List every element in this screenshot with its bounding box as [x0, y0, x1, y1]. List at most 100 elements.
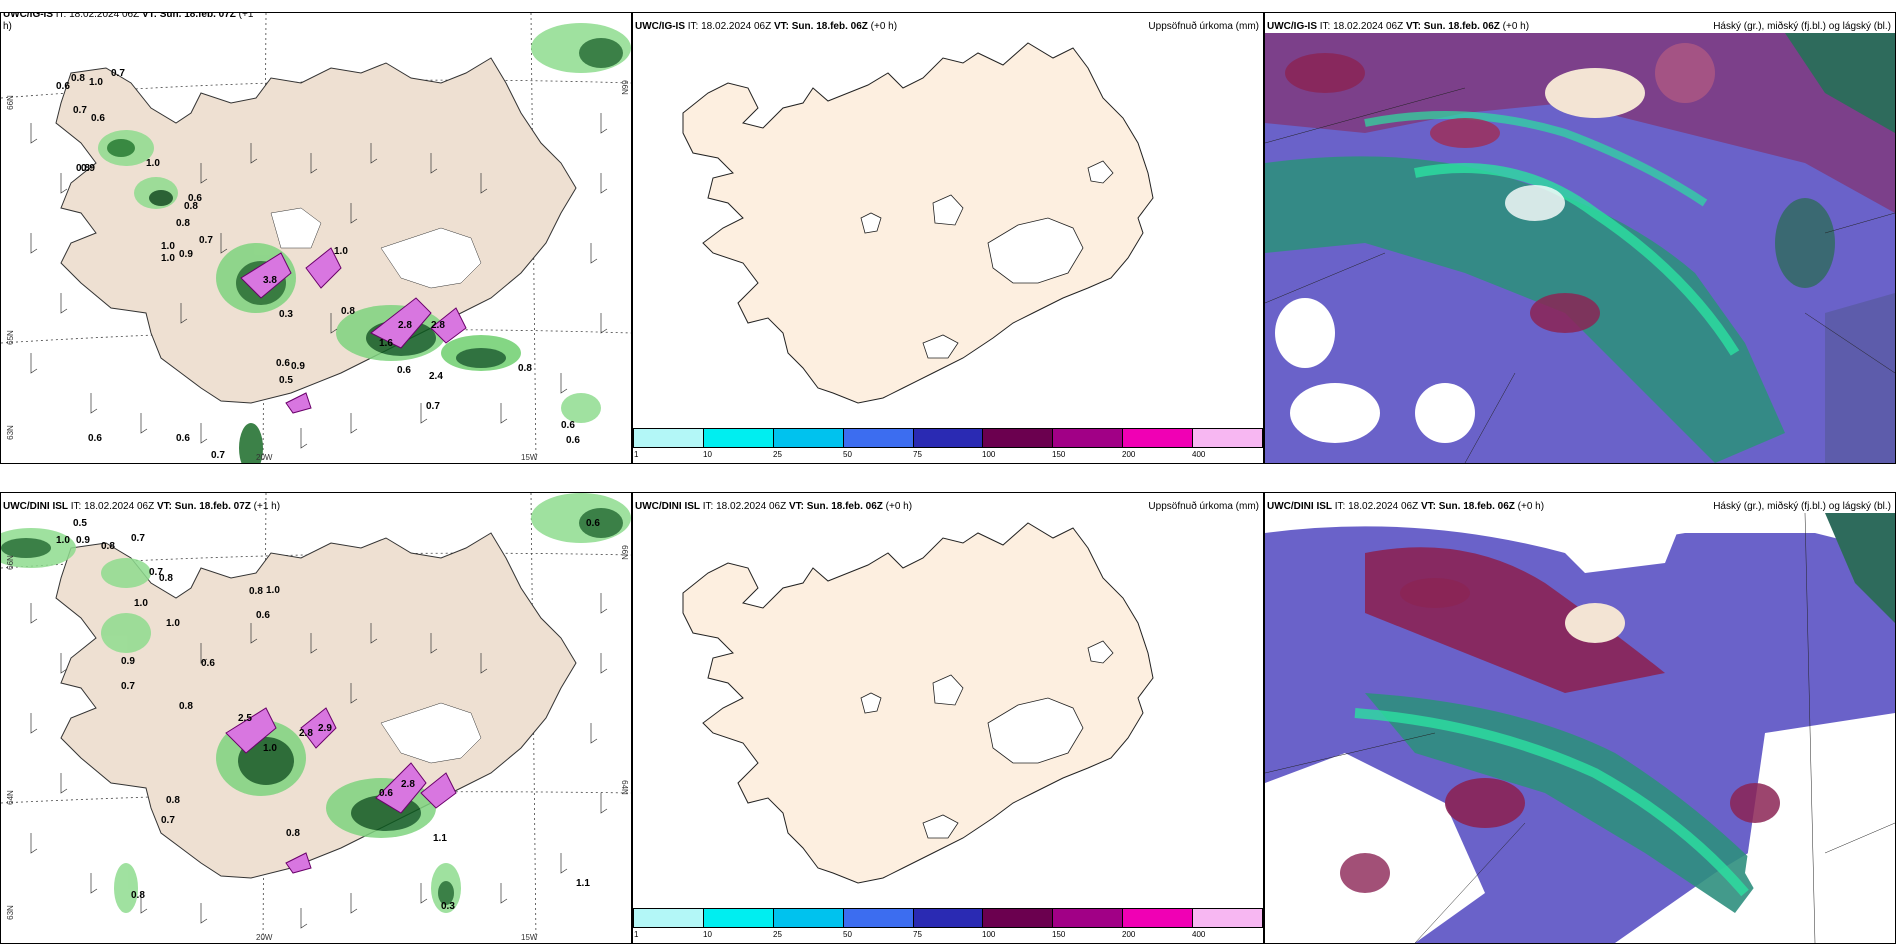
it-value: 18.02.2024 06Z	[84, 501, 155, 512]
offset: (+1 h)	[253, 501, 281, 512]
wind-barbs-bl	[30, 593, 608, 929]
iceland-land-tm	[682, 42, 1154, 404]
it-value: 18.02.2024 06Z	[701, 21, 772, 32]
precip-value: 0.8	[249, 586, 263, 597]
precip-value: 0.9	[291, 361, 305, 372]
vt-label: VT:	[141, 12, 157, 20]
panel-title-right: Háský (gr.), miðský (fj.bl.) og lágský (…	[1713, 501, 1891, 512]
lat-label-64: 64N	[5, 790, 15, 805]
precip-value: 0.7	[199, 235, 213, 246]
precip-value: 1.0	[161, 241, 175, 252]
it-value: 18.02.2024 06Z	[1333, 21, 1404, 32]
vt-value: Sun. 18.feb. 06Z	[806, 501, 883, 512]
panel-title-right: Uppsöfnuð úrkoma (mm)	[1148, 21, 1259, 32]
precip-value: 0.5	[73, 518, 87, 529]
bottom-left-map-svg	[1, 493, 631, 943]
it-value: 18.02.2024 06Z	[69, 12, 140, 20]
it-label: IT:	[702, 501, 714, 512]
vt-label: VT:	[156, 501, 172, 512]
lat-label-65: 65N	[5, 330, 15, 345]
colorbar-swatch	[913, 429, 984, 447]
top-left-map-svg	[1, 13, 631, 463]
bottom-right-map-svg	[1265, 512, 1895, 943]
colorbar-swatch	[773, 909, 844, 927]
precip-value: 0.9	[76, 535, 90, 546]
precip-value: 3.8	[263, 275, 277, 286]
precip-value: 0.7	[121, 681, 135, 692]
it-label: IT:	[55, 12, 67, 20]
lat-label-66-right: 66N	[619, 80, 629, 95]
precip-value: 0.6	[379, 788, 393, 799]
precip-value: 1.0	[161, 253, 175, 264]
lon-label-15w: 15W	[521, 453, 538, 462]
top-middle-map-svg	[682, 42, 1154, 404]
colorbar-swatch	[843, 909, 914, 927]
precip-value: 1.0	[56, 535, 70, 546]
it-label: IT:	[1334, 501, 1346, 512]
precip-value: 2.8	[398, 320, 412, 331]
colorbar-tick: 10	[703, 450, 712, 459]
bottom-middle-map-svg	[682, 522, 1154, 884]
precip-value: 0.8	[159, 573, 173, 584]
lon-label-15w: 15W	[521, 933, 538, 942]
colorbar-ticks: 1 10 25 50 75 100 150 200 400	[633, 450, 1261, 460]
it-label: IT:	[1319, 21, 1331, 32]
panel-title-right: Uppsöfnuð úrkoma (mm)	[1148, 501, 1259, 512]
colorbar-swatch	[1123, 909, 1194, 927]
lat-label-66: 66N	[5, 555, 15, 570]
colorbar-tick: 75	[913, 450, 922, 459]
vt-label: VT:	[1420, 501, 1436, 512]
precip-value: 2.8	[431, 320, 445, 331]
colorbar-swatch	[634, 909, 704, 927]
map-panel-top-right: UWC/IG-IS IT: 18.02.2024 06Z VT: Sun. 18…	[1264, 12, 1896, 464]
colorbar-swatch	[1053, 909, 1124, 927]
model-name: UWC/IG-IS	[3, 12, 53, 20]
it-label: IT:	[687, 21, 699, 32]
it-label: IT:	[70, 501, 82, 512]
colorbar-swatch	[843, 429, 914, 447]
precip-value: 0.9	[121, 656, 135, 667]
precip-value: 0.8	[518, 363, 532, 374]
precip-value: 0.6	[566, 435, 580, 446]
colorbar-tick: 1	[634, 930, 639, 939]
colorbar-tick: 10	[703, 930, 712, 939]
colorbar-tick: 400	[1192, 450, 1206, 459]
offset: (+0 h)	[1502, 21, 1530, 32]
map-panel-bottom-middle: UWC/DINI ISL IT: 18.02.2024 06Z VT: Sun.…	[632, 492, 1264, 944]
precip-value: 0.8	[166, 795, 180, 806]
precip-value: 0.3	[279, 309, 293, 320]
precip-value: 0.6	[88, 433, 102, 444]
precip-value: 2.9	[318, 723, 332, 734]
precip-value: 0.6	[188, 193, 202, 204]
colorbar-swatch	[1053, 429, 1124, 447]
precip-value: 0.7	[131, 533, 145, 544]
precip-value: 1.0	[334, 246, 348, 257]
precip-value: 0.8	[286, 828, 300, 839]
colorbar-tick: 25	[773, 450, 782, 459]
precip-value: 1.0	[134, 598, 148, 609]
panel-header: UWC/DINI ISL IT: 18.02.2024 06Z VT: Sun.…	[635, 501, 912, 513]
vt-value: Sun. 18.feb. 06Z	[1423, 21, 1500, 32]
vt-value: Sun. 18.feb. 06Z	[1438, 501, 1515, 512]
colorbar-tick: 75	[913, 930, 922, 939]
precip-value: 0.7	[211, 450, 225, 461]
offset: (+1	[238, 12, 254, 20]
colorbar-swatch	[1193, 429, 1263, 447]
vt-label: VT:	[788, 501, 804, 512]
map-panel-top-middle: UWC/IG-IS IT: 18.02.2024 06Z VT: Sun. 18…	[632, 12, 1264, 464]
precip-value: 2.4	[429, 371, 443, 382]
map-panel-bottom-right: UWC/DINI ISL IT: 18.02.2024 06Z VT: Sun.…	[1264, 492, 1896, 944]
colorbar	[633, 908, 1263, 928]
map-panel-bottom-left: UWC/DINI ISL IT: 18.02.2024 06Z VT: Sun.…	[0, 492, 632, 944]
panel-header: UWC/DINI ISL IT: 18.02.2024 06Z VT: Sun.…	[1267, 501, 1544, 513]
colorbar-swatch	[1123, 429, 1194, 447]
precip-value: 2.8	[299, 728, 313, 739]
colorbar-tick: 100	[982, 450, 996, 459]
wind-barbs-tl	[30, 113, 608, 449]
colorbar-tick: 200	[1122, 930, 1136, 939]
precip-value: 0.8	[101, 541, 115, 552]
colorbar-tick: 100	[982, 930, 996, 939]
it-value: 18.02.2024 06Z	[716, 501, 787, 512]
offset: (+0 h)	[870, 21, 898, 32]
iceland-land-bm	[682, 522, 1154, 884]
